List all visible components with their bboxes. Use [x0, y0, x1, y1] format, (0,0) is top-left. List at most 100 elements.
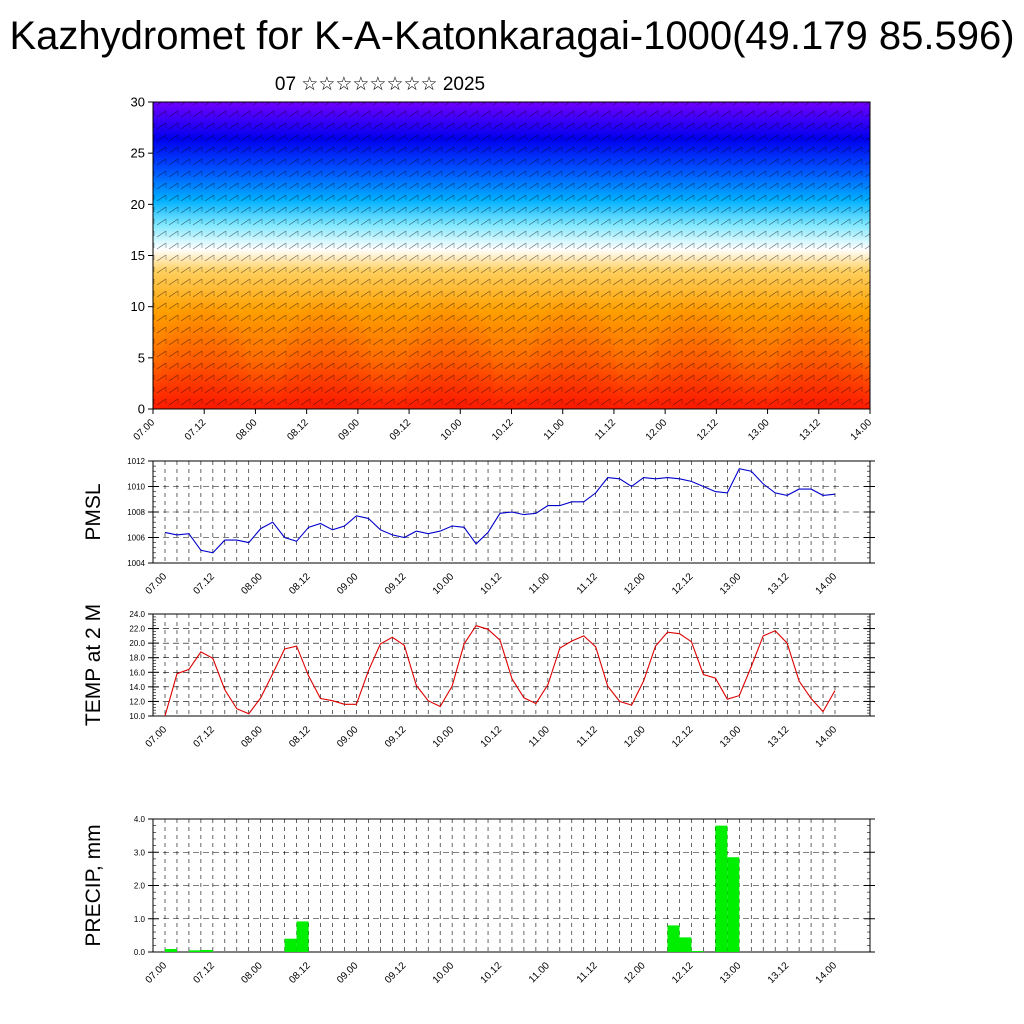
series-line [164, 625, 836, 717]
x-tick-label: 14.00 [814, 724, 840, 750]
x-tick-label: 14.00 [814, 960, 840, 986]
precip-bar [165, 949, 177, 952]
x-tick-label: 08.00 [239, 724, 265, 750]
chart-subtitle: 07 ☆☆☆☆☆☆☆☆ 2025 [274, 74, 486, 95]
x-tick-label: 13.12 [797, 417, 823, 443]
precip-bar [679, 937, 692, 952]
y-tick-label: 24.0 [129, 610, 145, 619]
x-tick-label: 12.00 [644, 417, 670, 443]
x-tick-label: 12.12 [670, 960, 696, 986]
y-tick-label: 1012 [127, 457, 145, 466]
x-tick-label: 14.00 [849, 417, 875, 443]
y-tick-label: 4.0 [134, 815, 146, 824]
x-tick-label: 12.00 [622, 724, 648, 750]
x-tick-label: 07.12 [192, 960, 218, 986]
temp-panel: 10.0 12.0 14.0 16.0 18.0 20.0 22.0 24.0 07.00 07.… [82, 604, 875, 750]
y-tick-label: 1008 [127, 508, 145, 517]
chart-title: Kazhydromet for K-A-Katonkaragai-1000(49… [9, 14, 1015, 58]
x-tick-label: 09.00 [335, 724, 361, 750]
x-tick-label: 10.12 [479, 960, 505, 986]
y-tick-label: 20.0 [129, 639, 145, 648]
y-tick-label: 1004 [127, 559, 145, 568]
x-tick-label: 10.00 [439, 417, 465, 443]
precip-bar [715, 825, 728, 952]
x-tick-label: 07.12 [192, 571, 218, 597]
y-axis-label: TEMP at 2 M [82, 604, 105, 726]
x-tick-label: 07.12 [183, 417, 209, 443]
x-tick-label: 09.00 [335, 960, 361, 986]
x-tick-label: 07.12 [192, 724, 218, 750]
x-tick-label: 13.00 [718, 571, 744, 597]
x-tick-label: 08.12 [287, 724, 313, 750]
x-tick-label: 08.00 [239, 960, 265, 986]
x-tick-label: 07.00 [144, 960, 170, 986]
x-tick-label: 11.00 [542, 417, 567, 442]
x-tick-label: 11.00 [527, 724, 552, 749]
x-tick-label: 08.12 [287, 571, 313, 597]
x-tick-label: 11.00 [527, 571, 552, 596]
x-tick-label: 09.12 [388, 417, 414, 443]
x-tick-label: 13.12 [766, 960, 792, 986]
y-tick-label: 16.0 [129, 668, 145, 677]
y-tick-label: 0.0 [134, 948, 146, 957]
wind-barbs [153, 102, 870, 409]
series-line [164, 468, 836, 554]
x-tick-label: 07.00 [144, 571, 170, 597]
x-tick-label: 08.00 [234, 417, 260, 443]
y-tick-label: 18.0 [129, 654, 145, 663]
x-tick-label: 08.12 [287, 960, 313, 986]
y-tick-label: 5 [138, 350, 145, 365]
x-tick-label: 07.00 [132, 417, 158, 443]
x-tick-label: 11.12 [593, 417, 618, 442]
precip-bar [188, 950, 201, 952]
x-tick-label: 12.12 [670, 724, 696, 750]
x-tick-label: 12.00 [622, 571, 648, 597]
x-tick-label: 10.12 [479, 724, 505, 750]
y-tick-label: 1010 [127, 483, 145, 492]
x-tick-label: 11.12 [575, 960, 600, 985]
y-tick-label: 2.0 [134, 882, 146, 891]
y-tick-label: 25 [131, 146, 145, 161]
x-tick-label: 14.00 [814, 571, 840, 597]
x-tick-label: 13.12 [766, 724, 792, 750]
precip-bar [284, 938, 297, 952]
y-axis-label: PRECIP, mm [82, 824, 105, 946]
x-tick-label: 13.12 [766, 571, 792, 597]
x-tick-label: 12.12 [695, 417, 721, 443]
x-tick-label: 09.00 [337, 417, 363, 443]
precip-panel: 0.0 1.0 2.0 3.0 4.0 07.00 07.12 08.00 08.12 09.00… [82, 815, 875, 986]
x-tick-label: 09.12 [383, 960, 409, 986]
x-tick-label: 13.00 [718, 724, 744, 750]
x-tick-label: 09.12 [383, 724, 409, 750]
y-tick-label: 10 [131, 299, 145, 314]
precip-bar [691, 951, 704, 952]
x-tick-label: 08.12 [285, 417, 311, 443]
x-tick-label: 12.00 [622, 960, 648, 986]
y-tick-label: 10.0 [129, 712, 145, 721]
x-tick-label: 13.00 [746, 417, 772, 443]
precip-bar [727, 857, 740, 952]
x-tick-label: 11.12 [575, 724, 600, 749]
x-tick-label: 09.00 [335, 571, 361, 597]
y-axis-label: PMSL [82, 483, 105, 540]
y-tick-label: 20 [131, 197, 145, 212]
x-tick-label: 11.00 [527, 960, 552, 985]
precip-bar [296, 921, 309, 952]
precip-bar [200, 950, 213, 952]
y-tick-label: 12.0 [129, 697, 145, 706]
x-tick-label: 13.00 [718, 960, 744, 986]
x-tick-label: 07.00 [144, 724, 170, 750]
y-tick-label: 3.0 [134, 848, 146, 857]
y-tick-label: 22.0 [129, 625, 145, 634]
pmsl-panel: 1004 1006 1008 1010 1012 07.00 07.12 08.00 08.12… [82, 457, 875, 597]
precip-bar [667, 925, 680, 952]
x-tick-label: 10.12 [490, 417, 516, 443]
heatmap-panel: 0 5 10 15 20 25 30 07.00 07.12 08.00 08.12 09.00 09.… [131, 95, 875, 443]
x-tick-label: 12.12 [670, 571, 696, 597]
y-tick-label: 14.0 [129, 683, 145, 692]
x-tick-label: 11.12 [575, 571, 600, 596]
y-tick-label: 30 [131, 95, 145, 110]
y-tick-label: 0 [138, 402, 145, 417]
x-tick-label: 10.12 [479, 571, 505, 597]
